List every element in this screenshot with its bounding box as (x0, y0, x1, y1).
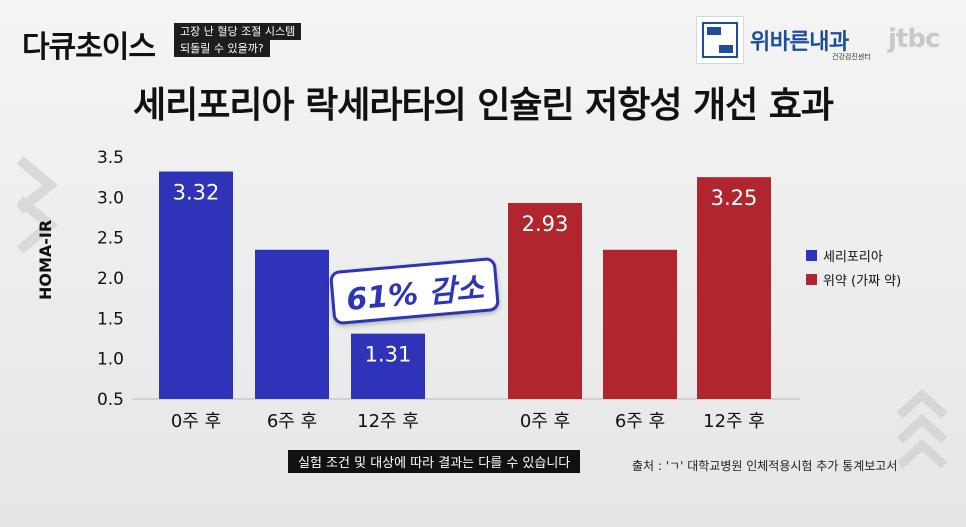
y-tick-label: 2.0 (97, 269, 124, 289)
source-note: 출처 : 'ㄱ' 대학교병원 인체적용시험 추가 통계보고서 (632, 459, 898, 473)
sponsor-subtitle: 건강검진센터 (832, 53, 871, 61)
x-tick-label: 12주 후 (703, 411, 765, 432)
chart-title: 세리포리아 락세라타의 인슐린 저항성 개선 효과 (132, 85, 834, 126)
x-tick-label: 6주 후 (267, 411, 317, 432)
program-logo: 다큐초이스 (22, 30, 156, 65)
legend-item-placebo: 위약 (가짜 약) (806, 270, 901, 289)
sponsor-name: 위바른내과 (750, 30, 849, 55)
program-tagline-2: 되돌릴 수 있을까? (174, 40, 270, 57)
program-tagline-1: 고장 난 혈당 조절 시스템 (174, 23, 302, 40)
x-tick-label: 0주 후 (520, 411, 570, 432)
legend: 세리포리아 위약 (가짜 약) (806, 246, 901, 294)
bar (508, 202, 582, 399)
legend-swatch-blue (806, 250, 817, 261)
x-tick-label: 12주 후 (357, 411, 419, 432)
bar (603, 249, 677, 399)
data-label: 2.93 (522, 212, 569, 236)
chevron-decoration-left (16, 156, 58, 254)
sponsor-emblem-icon (702, 22, 738, 58)
sponsor-logo: 위바른내과 건강검진센터 (694, 14, 884, 66)
sponsor-emblem (696, 16, 744, 64)
x-tick-label: 6주 후 (615, 411, 665, 432)
y-tick-label: 1.5 (97, 309, 124, 329)
chevron-decoration-right (896, 388, 948, 469)
legend-label-placebo: 위약 (가짜 약) (823, 274, 902, 289)
y-tick-label: 2.5 (97, 229, 124, 249)
channel-logo: jtbc (888, 24, 940, 54)
bar (159, 171, 233, 399)
x-tick-label: 0주 후 (171, 411, 221, 432)
bar (697, 177, 771, 399)
legend-swatch-red (806, 274, 817, 285)
y-tick-label: 3.5 (97, 148, 124, 168)
legend-label-treatment: 세리포리아 (823, 250, 883, 265)
y-tick-label: 3.0 (97, 188, 124, 208)
disclaimer-caption: 실험 조건 및 대상에 따라 결과는 다를 수 있습니다 (288, 450, 581, 473)
bar (351, 333, 425, 399)
y-tick-label: 1.0 (97, 350, 124, 370)
y-tick-label: 0.5 (97, 390, 124, 410)
data-label: 3.25 (711, 186, 758, 210)
data-label: 1.31 (365, 343, 412, 367)
data-label: 3.32 (173, 181, 220, 205)
bar (255, 249, 329, 399)
legend-item-treatment: 세리포리아 (806, 246, 901, 265)
